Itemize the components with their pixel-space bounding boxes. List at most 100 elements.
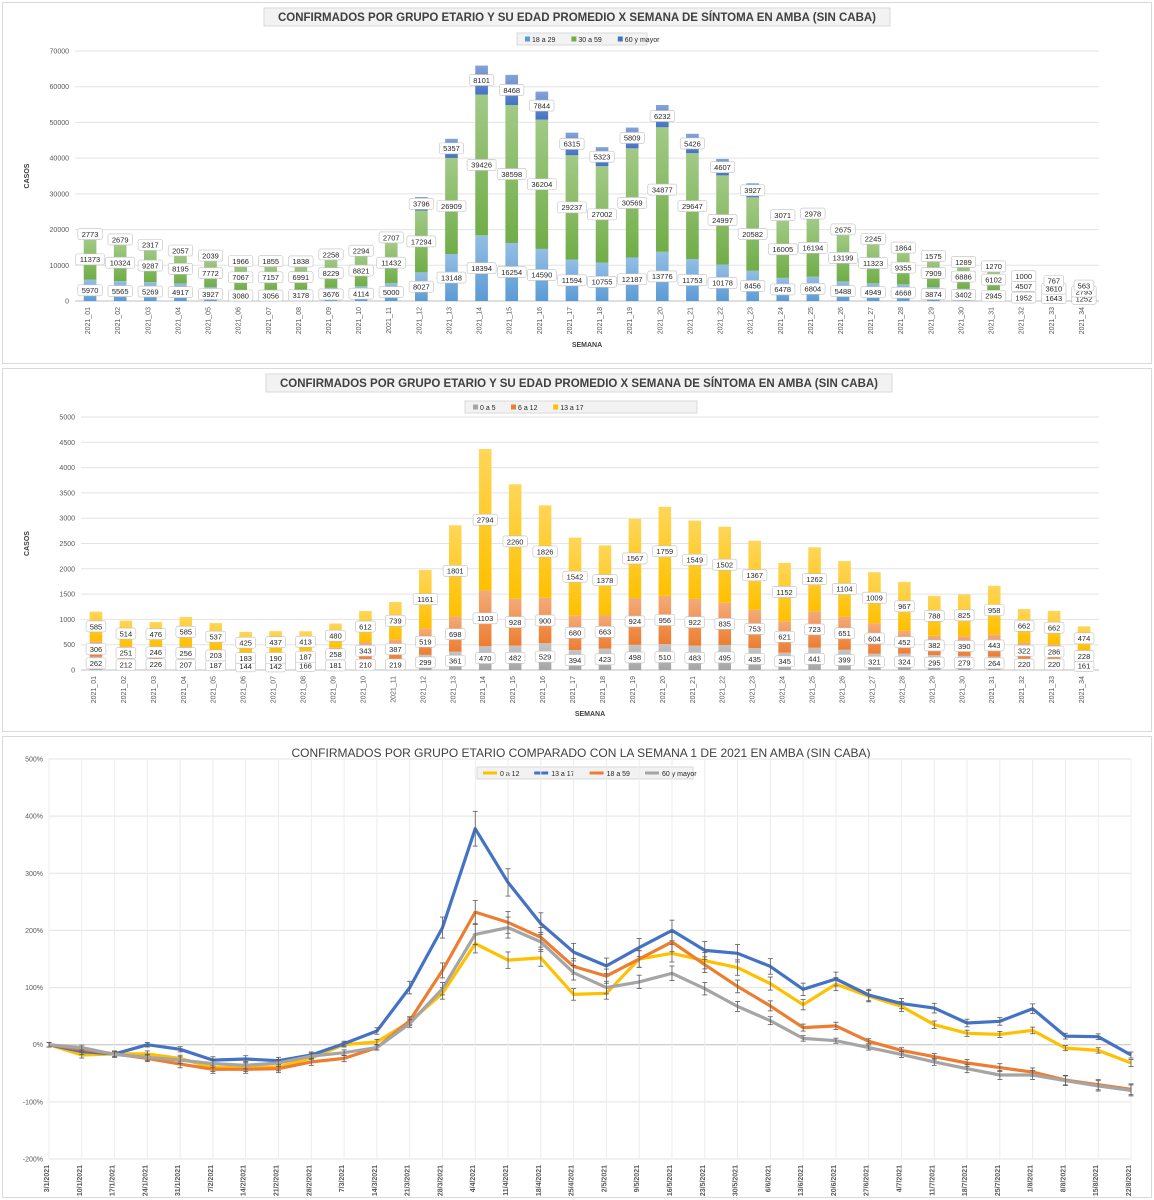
x-tick-label: 2021_06 <box>241 676 248 703</box>
error-bar <box>1062 1075 1068 1086</box>
data-label-box <box>654 614 676 626</box>
chart-title: CONFIRMADOS POR GRUPO ETARIO COMPARADO C… <box>291 746 870 760</box>
data-label: 11432 <box>381 259 401 268</box>
x-tick-label: 2021_20 <box>657 307 664 334</box>
data-label: 6102 <box>985 275 1002 284</box>
data-label: 788 <box>928 612 941 621</box>
data-label-box <box>920 267 946 279</box>
data-label-box <box>950 256 976 268</box>
data-label-box <box>385 614 406 627</box>
x-tick-label: 2021_07 <box>271 676 278 703</box>
data-label-box <box>834 627 855 640</box>
x-tick-label: 28/3/2021 <box>437 1165 444 1196</box>
x-tick-label: 2021_02 <box>115 307 122 334</box>
data-label: 1104 <box>836 585 852 594</box>
data-label: 739 <box>389 616 402 625</box>
x-tick-label: 2021_15 <box>507 307 514 334</box>
data-label-box <box>137 239 163 251</box>
data-label: 480 <box>329 631 342 640</box>
x-tick-label: 2021_11 <box>390 676 397 703</box>
x-tick-label: 2021_18 <box>597 307 604 334</box>
y-tick-label: 0 <box>65 299 69 306</box>
data-label: 210 <box>359 660 372 669</box>
data-label: 1567 <box>627 554 644 563</box>
legend-swatch <box>473 404 478 410</box>
data-label-box <box>466 159 497 171</box>
data-label-box <box>105 256 135 269</box>
error-bar <box>243 1061 249 1070</box>
data-label-box <box>145 628 167 640</box>
data-label: 825 <box>958 611 971 620</box>
data-label-box <box>258 271 284 284</box>
data-label: 2317 <box>142 241 159 250</box>
chart-title-box <box>263 7 891 27</box>
error-bar <box>800 999 806 1011</box>
x-tick-label: 2021_13 <box>450 676 457 703</box>
data-label: 9287 <box>142 261 159 270</box>
data-label: 2945 <box>985 292 1002 301</box>
data-label-box <box>920 288 946 300</box>
data-label-box <box>385 643 406 655</box>
x-tick-label: 2021_26 <box>840 676 847 703</box>
data-label: 1009 <box>866 593 883 602</box>
data-label-box <box>830 285 856 298</box>
data-label: 2039 <box>202 251 219 260</box>
data-label: 3402 <box>955 291 972 300</box>
data-label: 452 <box>898 638 911 647</box>
error-bar <box>931 1002 937 1014</box>
x-tick-label: 2021_16 <box>540 676 547 703</box>
series-line <box>48 942 1132 1070</box>
x-tick-label: 2021_29 <box>929 676 936 703</box>
data-label: 928 <box>509 618 522 627</box>
data-label: 16005 <box>772 245 793 254</box>
data-label: 16194 <box>802 244 823 253</box>
data-label-box <box>318 288 344 301</box>
x-tick-label: 2021_12 <box>420 676 427 703</box>
data-label-box <box>707 277 738 289</box>
x-tick-label: 27/6/2021 <box>864 1165 871 1196</box>
data-label-box <box>890 241 916 254</box>
data-label-box <box>677 274 708 286</box>
data-label: 5357 <box>443 144 460 153</box>
data-label-box <box>1013 620 1035 632</box>
data-label: 6886 <box>955 272 972 281</box>
y-tick-label: 0% <box>33 1042 43 1049</box>
data-label-box <box>684 616 705 629</box>
error-bar <box>767 958 773 975</box>
x-tick-label: 2021_05 <box>206 307 213 334</box>
x-tick-label: 11/4/2021 <box>503 1165 510 1196</box>
x-tick-label: 2021_03 <box>151 676 158 703</box>
data-label: 835 <box>718 620 731 629</box>
data-label: 585 <box>90 622 103 631</box>
data-label: 1161 <box>417 595 433 604</box>
x-tick-label: 2021_09 <box>326 307 333 334</box>
data-label: 1367 <box>746 571 763 580</box>
data-label: 4607 <box>714 163 731 172</box>
data-label-box <box>265 636 286 648</box>
data-label-box <box>167 286 193 299</box>
data-label-box <box>864 656 885 668</box>
data-label: 13776 <box>652 272 673 281</box>
data-label-box <box>649 110 675 122</box>
error-bar <box>636 974 642 989</box>
x-axis-title: SEMANA <box>572 342 602 349</box>
error-bar <box>505 916 511 939</box>
legend-label: 60 y mayor <box>662 771 697 778</box>
data-label: 16254 <box>501 268 522 277</box>
x-tick-label: 2021_31 <box>989 676 996 703</box>
data-label: 258 <box>329 650 342 659</box>
data-label-box <box>617 197 647 209</box>
y-tick-label: -200% <box>23 1157 43 1164</box>
data-label: 563 <box>1078 281 1091 290</box>
error-bar <box>767 1016 773 1026</box>
x-tick-label: 31/1/2021 <box>175 1165 182 1196</box>
data-label-box <box>587 275 617 288</box>
data-label-box <box>445 655 466 667</box>
series-line <box>48 827 1132 1063</box>
data-label: 4668 <box>895 288 912 297</box>
data-label: 6232 <box>654 112 671 121</box>
x-tick-label: 4/4/2021 <box>470 1165 477 1192</box>
data-label: 3071 <box>774 211 791 220</box>
data-label: 361 <box>449 657 462 666</box>
data-label: 5269 <box>142 287 159 296</box>
